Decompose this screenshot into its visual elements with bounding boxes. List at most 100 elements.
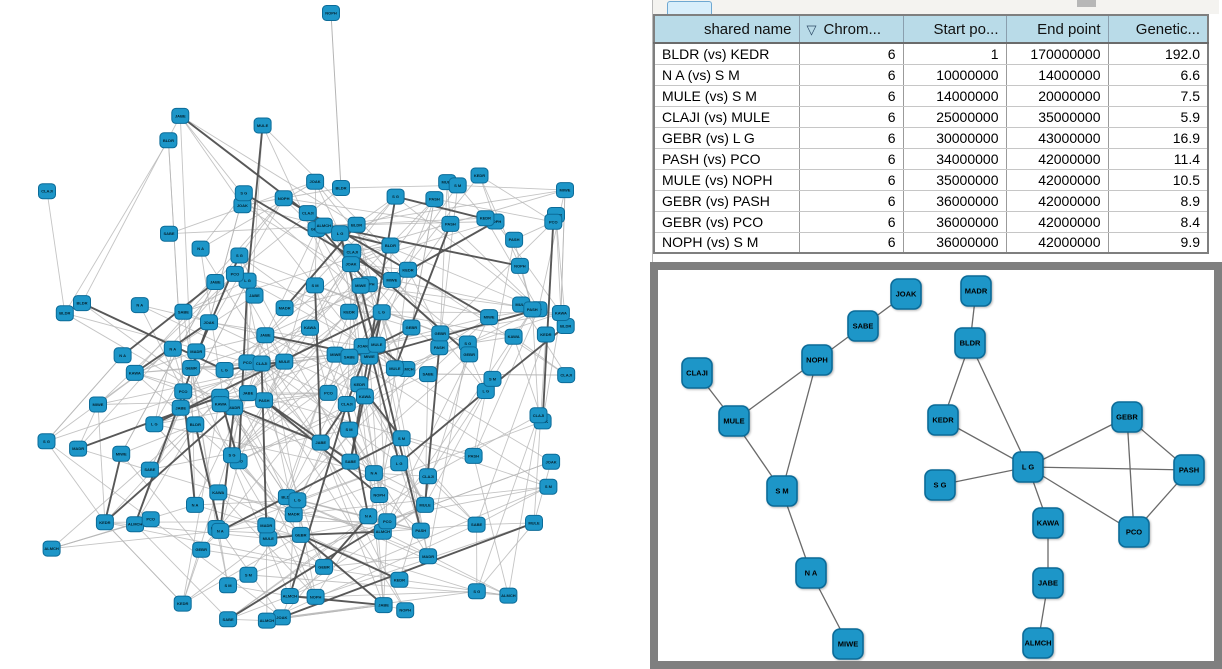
network-node[interactable]: CLAJI — [252, 355, 271, 372]
network-node[interactable]: SABE — [340, 348, 359, 365]
network-node[interactable]: JABE — [171, 107, 190, 124]
network-node[interactable]: KAWA — [355, 388, 374, 405]
network-node[interactable]: SABE — [219, 611, 238, 628]
network-node[interactable]: CLAJI — [337, 396, 356, 412]
network-node[interactable]: CLAJI — [529, 407, 548, 424]
network-node[interactable]: PCO — [141, 511, 160, 528]
subnetwork-node-claji[interactable]: CLAJI — [681, 357, 713, 389]
network-node[interactable]: MULE — [385, 360, 404, 377]
network-node[interactable]: KEDR — [95, 514, 114, 531]
network-node[interactable]: MULE — [275, 353, 294, 370]
scrollbar-fragment[interactable] — [1077, 0, 1096, 7]
network-node[interactable]: N A — [113, 347, 132, 364]
table-row[interactable]: NOPH (vs) S M 6 36000000 42000000 9.9 — [654, 232, 1209, 254]
network-node[interactable]: PCO — [225, 265, 244, 282]
network-node[interactable]: MULE — [259, 530, 278, 547]
network-node[interactable]: PASH — [430, 339, 449, 356]
network-node[interactable]: NOPH — [370, 487, 389, 503]
network-node[interactable]: NOPH — [274, 190, 293, 207]
network-node[interactable]: KEDR — [390, 571, 409, 588]
network-node[interactable]: S M — [306, 277, 324, 294]
column-header-chrom[interactable]: ▽ Chrom... — [799, 15, 904, 44]
network-node[interactable]: NOPH — [322, 5, 340, 21]
network-node[interactable]: N A — [364, 465, 383, 482]
subnetwork-node-s-m[interactable]: S M — [766, 475, 798, 507]
network-node[interactable]: ALMCH — [42, 540, 61, 557]
subnetwork-node-gebr[interactable]: GEBR — [1111, 401, 1143, 433]
table-row[interactable]: PASH (vs) PCO 6 34000000 42000000 11.4 — [654, 148, 1209, 170]
network-node[interactable]: JOAK — [542, 453, 561, 470]
network-node[interactable]: KEDR — [340, 303, 359, 320]
network-node[interactable]: PASH — [425, 191, 444, 208]
network-node[interactable]: PCO — [544, 213, 563, 230]
network-node[interactable]: S M — [219, 577, 237, 594]
network-node[interactable]: MULE — [525, 514, 543, 531]
network-node[interactable]: ALMCH — [499, 587, 518, 604]
network-node[interactable]: JABE — [374, 597, 393, 614]
network-node[interactable]: BLDR — [55, 305, 74, 322]
network-node[interactable]: MIWE — [351, 277, 370, 294]
network-node[interactable]: PASH — [255, 392, 274, 409]
table-row[interactable]: CLAJI (vs) MULE 6 25000000 35000000 5.9 — [654, 106, 1209, 128]
network-node[interactable]: PASH — [505, 231, 524, 248]
network-node[interactable]: GEBR — [431, 325, 450, 342]
network-node[interactable]: SABE — [341, 453, 360, 470]
network-node[interactable]: PASH — [441, 215, 460, 232]
table-row[interactable]: N A (vs) S M 6 10000000 14000000 6.6 — [654, 64, 1209, 86]
network-node[interactable]: KAWA — [125, 364, 144, 381]
network-node[interactable]: S G — [230, 247, 249, 264]
table-row[interactable]: GEBR (vs) PASH 6 36000000 42000000 8.9 — [654, 190, 1209, 212]
network-node[interactable]: MADR — [225, 399, 244, 416]
column-header-shared-name[interactable]: shared name — [654, 15, 800, 44]
network-node[interactable]: MADR — [187, 343, 206, 360]
network-node[interactable]: MIWE — [89, 396, 107, 413]
network-node[interactable]: BLDR — [186, 416, 205, 433]
subnetwork-node-sabe[interactable]: SABE — [847, 310, 879, 342]
network-node[interactable]: MIWE — [382, 272, 401, 288]
network-node[interactable]: KAWA — [301, 319, 319, 336]
network-node[interactable]: S G — [37, 433, 56, 450]
subnetwork-node-kawa[interactable]: KAWA — [1032, 507, 1064, 539]
network-node[interactable]: L G — [372, 304, 391, 321]
network-node[interactable]: KEDR — [399, 261, 417, 278]
network-node[interactable]: L G — [476, 383, 495, 399]
subnetwork-node-n-a[interactable]: N A — [795, 557, 827, 589]
tab-fragment[interactable] — [667, 1, 712, 14]
network-node[interactable]: S M — [340, 421, 359, 438]
subnetwork-node-s-g[interactable]: S G — [924, 469, 956, 501]
network-node[interactable]: MIWE — [112, 445, 131, 462]
network-node[interactable]: S M — [483, 370, 502, 387]
network-node[interactable]: S M — [239, 566, 258, 583]
subnetwork-node-pash[interactable]: PASH — [1173, 454, 1205, 486]
network-node[interactable]: SABE — [419, 366, 437, 383]
network-node[interactable]: S G — [386, 188, 405, 205]
table-row[interactable]: MULE (vs) S M 6 14000000 20000000 7.5 — [654, 85, 1209, 107]
network-node[interactable]: MADR — [275, 300, 294, 317]
network-node[interactable]: ALMCH — [257, 612, 276, 629]
network-node[interactable]: MADR — [419, 548, 438, 565]
network-node[interactable]: N A — [130, 297, 149, 314]
table-row[interactable]: BLDR (vs) KEDR 6 1 170000000 192.0 — [654, 43, 1209, 65]
network-node[interactable]: JOAK — [342, 256, 360, 273]
overview-network-canvas[interactable]: BLDRKEDRMULENOPHSABEJOAKCLAJIMIWEMADRGEB… — [0, 0, 652, 669]
network-node[interactable]: GEBR — [315, 558, 333, 575]
subnetwork-node-pco[interactable]: PCO — [1118, 516, 1150, 548]
network-node[interactable]: S G — [234, 185, 253, 202]
network-node[interactable]: BLDR — [332, 180, 350, 196]
network-node[interactable]: KAWA — [209, 484, 228, 501]
network-node[interactable]: S M — [539, 478, 558, 495]
network-node[interactable]: JABE — [171, 399, 190, 416]
network-node[interactable]: KEDR — [173, 595, 192, 612]
network-node[interactable]: L G — [288, 492, 307, 509]
network-node[interactable]: SABE — [160, 225, 178, 242]
network-node[interactable]: JABE — [206, 274, 225, 290]
network-node[interactable]: S G — [467, 583, 486, 600]
table-row[interactable]: GEBR (vs) L G 6 30000000 43000000 16.9 — [654, 127, 1209, 149]
network-node[interactable]: JABE — [311, 434, 330, 451]
network-node[interactable]: JABE — [245, 287, 264, 304]
network-node[interactable]: MIWE — [326, 346, 345, 363]
filter-icon[interactable]: ▽ — [806, 21, 817, 37]
network-node[interactable]: GEBR — [182, 360, 201, 376]
network-node[interactable]: BLDR — [347, 216, 366, 233]
network-node[interactable]: BLDR — [381, 237, 400, 254]
